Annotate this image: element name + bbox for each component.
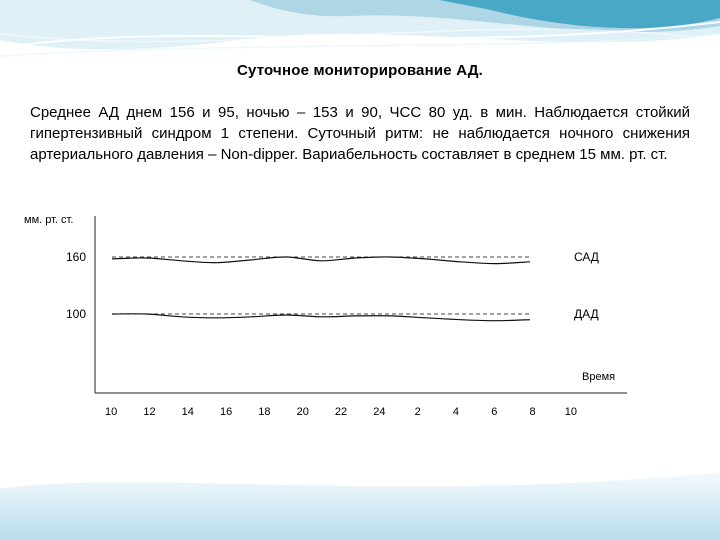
x-tick-label: 10 [105, 406, 118, 418]
bottom-wave-decoration [0, 471, 720, 540]
y-tick-160: 160 [65, 250, 86, 264]
x-tick-label: 2 [414, 406, 421, 418]
series-label-dad: ДАД [574, 307, 599, 321]
series-line-sad [111, 256, 531, 265]
x-axis-label: Время [582, 371, 616, 383]
bp-chart-svg [94, 216, 627, 394]
series-line-dad [111, 313, 531, 322]
x-tick-label: 22 [334, 406, 348, 418]
series-label-sad: САД [574, 250, 599, 264]
x-tick-label: 10 [564, 406, 578, 418]
x-tick-label: 18 [258, 406, 271, 418]
x-tick-label: 16 [219, 406, 233, 418]
x-tick-label: 12 [143, 406, 156, 418]
y-axis-unit-label: мм. рт. ст. [24, 214, 74, 226]
x-tick-label: 20 [296, 406, 309, 418]
bp-chart: мм. рт. ст. 160 100 САД ДАД Время 10 12 14… [0, 210, 720, 440]
top-wave-decoration [0, 0, 720, 57]
x-tick-label: 4 [452, 406, 460, 418]
y-tick-100: 100 [65, 307, 86, 321]
slide-title: Суточное мониторирование АД. [236, 62, 484, 79]
body-paragraph: Среднее АД днем 156 и 95, ночью – 153 и … [30, 104, 690, 163]
x-tick-label: 14 [181, 406, 194, 418]
x-tick-labels: 10 12 14 16 18 20 22 24 2 4 6 8 10 [92, 406, 590, 418]
x-tick-label: 24 [373, 406, 386, 418]
x-tick-label: 8 [529, 406, 536, 418]
x-tick-label: 6 [491, 406, 498, 418]
